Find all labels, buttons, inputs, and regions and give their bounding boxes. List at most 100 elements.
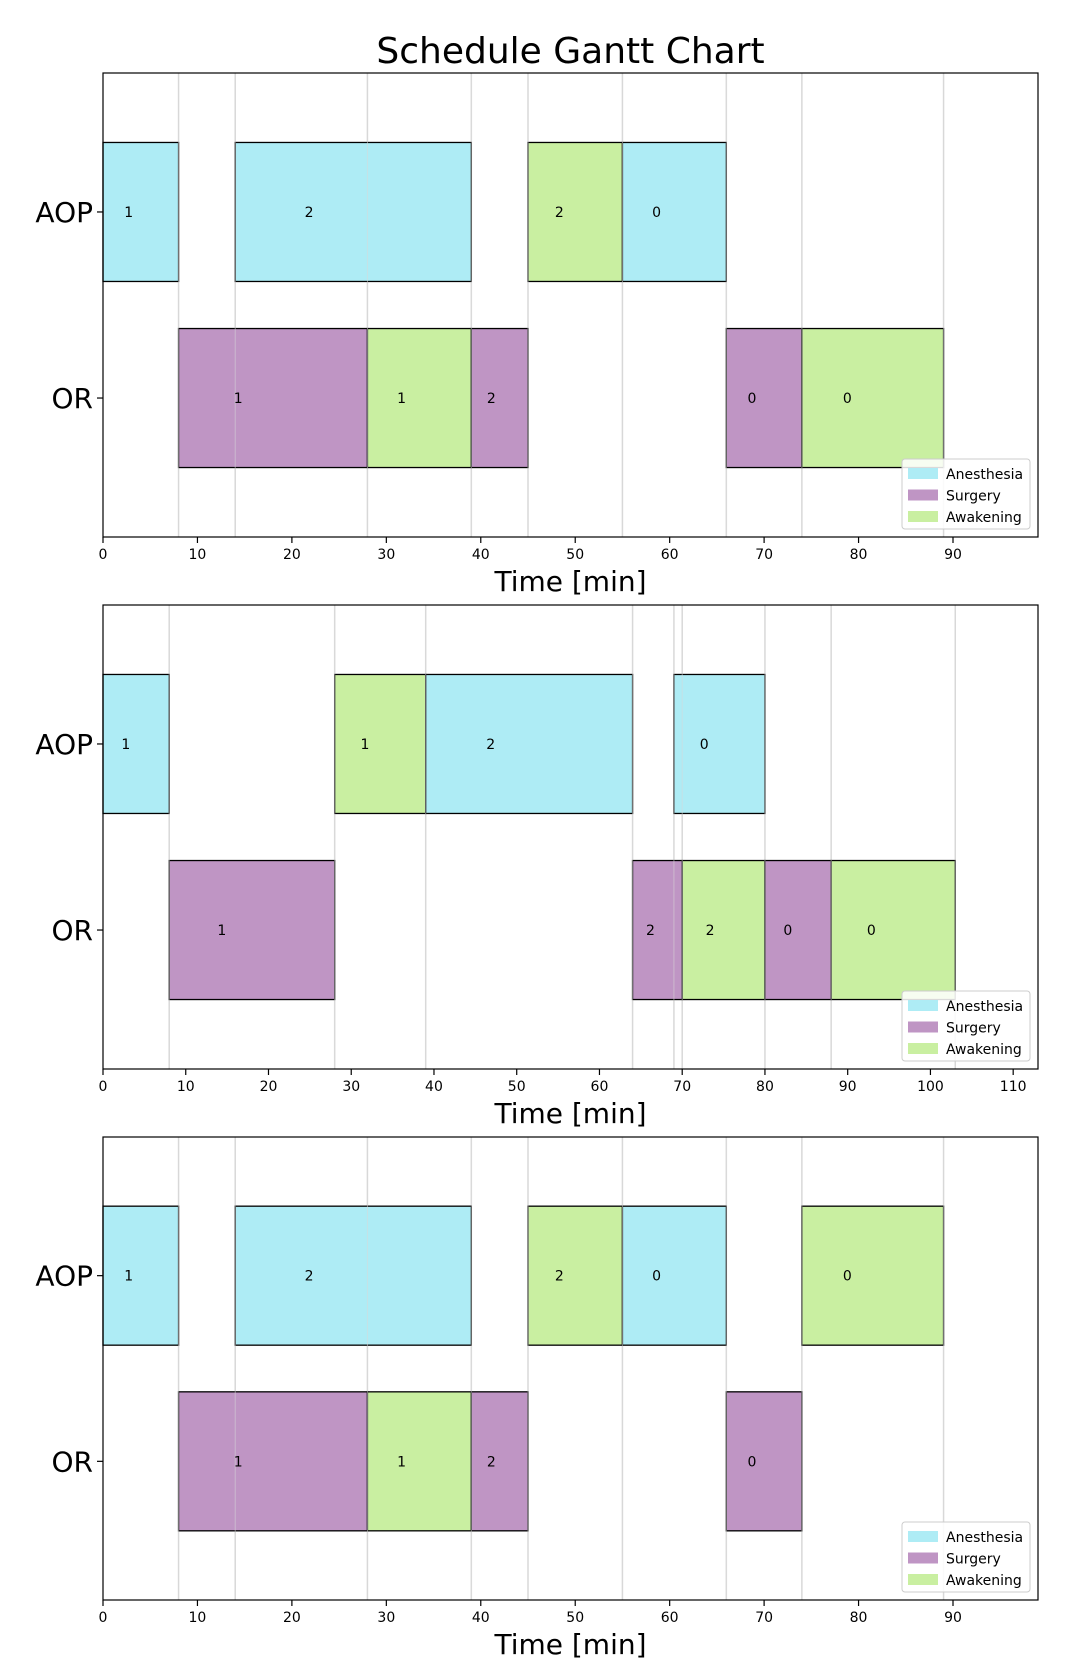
legend-swatch-surgery — [908, 1021, 938, 1033]
x-tick-label: 20 — [260, 1079, 278, 1095]
legend-swatch-anesthesia — [908, 1000, 938, 1011]
x-tick-label: 70 — [755, 547, 773, 563]
legend-swatch-anesthesia — [908, 1531, 938, 1542]
legend-label-anesthesia: Anesthesia — [946, 1530, 1023, 1546]
gantt-bar-aop-anesthesia — [234, 1205, 472, 1346]
legend: Anesthesia Surgery Awakening — [901, 1521, 1031, 1593]
x-tick-label: 40 — [472, 547, 490, 563]
legend-label-awakening: Awakening — [946, 1042, 1022, 1058]
gantt-bar-aop-anesthesia — [102, 141, 180, 283]
legend-label-surgery: Surgery — [946, 1552, 1001, 1568]
bar-label: 1 — [234, 1454, 243, 1470]
x-tick-label: 60 — [661, 547, 679, 563]
y-tick-label-aop: AOP — [35, 728, 93, 761]
gantt-bar-or-surgery — [177, 1391, 369, 1532]
gantt-bar-or-surgery — [764, 859, 832, 1001]
legend-swatch-awakening — [908, 1043, 938, 1054]
x-tick-label: 10 — [177, 1079, 195, 1095]
bar-label: 0 — [748, 1454, 757, 1470]
bar-label: 1 — [397, 391, 406, 407]
bar-label: 1 — [121, 737, 130, 753]
x-tick-label: 30 — [342, 1079, 360, 1095]
gantt-bar-aop-awakening — [801, 1205, 945, 1346]
x-tick-label: 90 — [839, 1079, 857, 1095]
gantt-bar-or-awakening — [681, 859, 766, 1001]
legend-label-anesthesia: Anesthesia — [946, 999, 1023, 1015]
bar-label: 2 — [706, 923, 715, 939]
x-tick-label: 50 — [566, 1610, 584, 1626]
x-tick-label: 100 — [917, 1079, 944, 1095]
x-tick-label: 110 — [1000, 1079, 1027, 1095]
bar-label: 1 — [234, 391, 243, 407]
x-tick-label: 50 — [566, 547, 584, 563]
legend-swatch-awakening — [908, 511, 938, 522]
gantt-bar-or-awakening — [366, 327, 472, 469]
gantt-bar-or-surgery — [177, 327, 369, 469]
x-tick-label: 80 — [756, 1079, 774, 1095]
gantt-bar-aop-awakening — [334, 673, 427, 815]
x-tick-label: 30 — [377, 547, 395, 563]
x-tick-label: 80 — [850, 1610, 868, 1626]
y-tick-label-or: OR — [52, 914, 94, 947]
gantt-bar-or-surgery — [725, 327, 803, 469]
axes-frame — [102, 72, 1039, 538]
bar-label: 0 — [843, 391, 852, 407]
legend-label-surgery: Surgery — [946, 489, 1001, 505]
bar-label: 0 — [700, 737, 709, 753]
x-tick-label: 0 — [99, 547, 108, 563]
bar-label: 1 — [397, 1454, 406, 1470]
x-tick-label: 60 — [591, 1079, 609, 1095]
bar-label: 0 — [783, 923, 792, 939]
x-axis-label: Time [min] — [493, 1628, 646, 1659]
bar-label: 2 — [555, 205, 564, 221]
bar-label: 2 — [305, 1269, 314, 1285]
x-tick-label: 30 — [377, 1610, 395, 1626]
x-tick-label: 40 — [425, 1079, 443, 1095]
x-tick-label: 40 — [472, 1610, 490, 1626]
bar-label: 0 — [748, 391, 757, 407]
gantt-bar-or-surgery — [470, 1391, 529, 1532]
legend-label-awakening: Awakening — [946, 1573, 1022, 1589]
legend-swatch-anesthesia — [908, 468, 938, 479]
bar-label: 1 — [124, 1269, 133, 1285]
chart-title: Schedule Gantt Chart — [376, 31, 764, 72]
x-tick-label: 10 — [189, 547, 207, 563]
x-tick-label: 60 — [661, 1610, 679, 1626]
x-tick-label: 10 — [189, 1610, 207, 1626]
gantt-bar-aop-anesthesia — [621, 1205, 727, 1346]
legend-label-anesthesia: Anesthesia — [946, 467, 1023, 483]
gantt-bar-aop-awakening — [527, 141, 624, 283]
bar-label: 2 — [305, 205, 314, 221]
axes-frame — [102, 604, 1039, 1070]
x-tick-label: 80 — [850, 547, 868, 563]
legend-swatch-surgery — [908, 489, 938, 501]
bar-label: 1 — [361, 737, 370, 753]
bar-label: 0 — [652, 1269, 661, 1285]
gantt-bar-or-surgery — [168, 859, 336, 1001]
bar-label: 0 — [843, 1269, 852, 1285]
bar-label: 2 — [486, 737, 495, 753]
axes-frame — [102, 1136, 1039, 1601]
bar-label: 0 — [652, 205, 661, 221]
x-axis-label: Time [min] — [493, 1097, 646, 1130]
legend-label-surgery: Surgery — [946, 1021, 1001, 1037]
legend-swatch-surgery — [908, 1552, 938, 1564]
bar-label: 2 — [487, 391, 496, 407]
x-tick-label: 70 — [755, 1610, 773, 1626]
x-tick-label: 0 — [99, 1079, 108, 1095]
gantt-bar-or-surgery — [631, 859, 683, 1001]
gantt-bar-or-surgery — [470, 327, 529, 469]
x-tick-label: 90 — [944, 1610, 962, 1626]
legend: Anesthesia Surgery Awakening — [901, 458, 1031, 530]
bar-label: 2 — [646, 923, 655, 939]
bar-label: 0 — [867, 923, 876, 939]
gantt-bar-or-awakening — [801, 327, 945, 469]
x-axis-label: Time [min] — [493, 565, 646, 598]
y-tick-label-or: OR — [52, 1445, 94, 1478]
x-tick-label: 20 — [283, 547, 301, 563]
